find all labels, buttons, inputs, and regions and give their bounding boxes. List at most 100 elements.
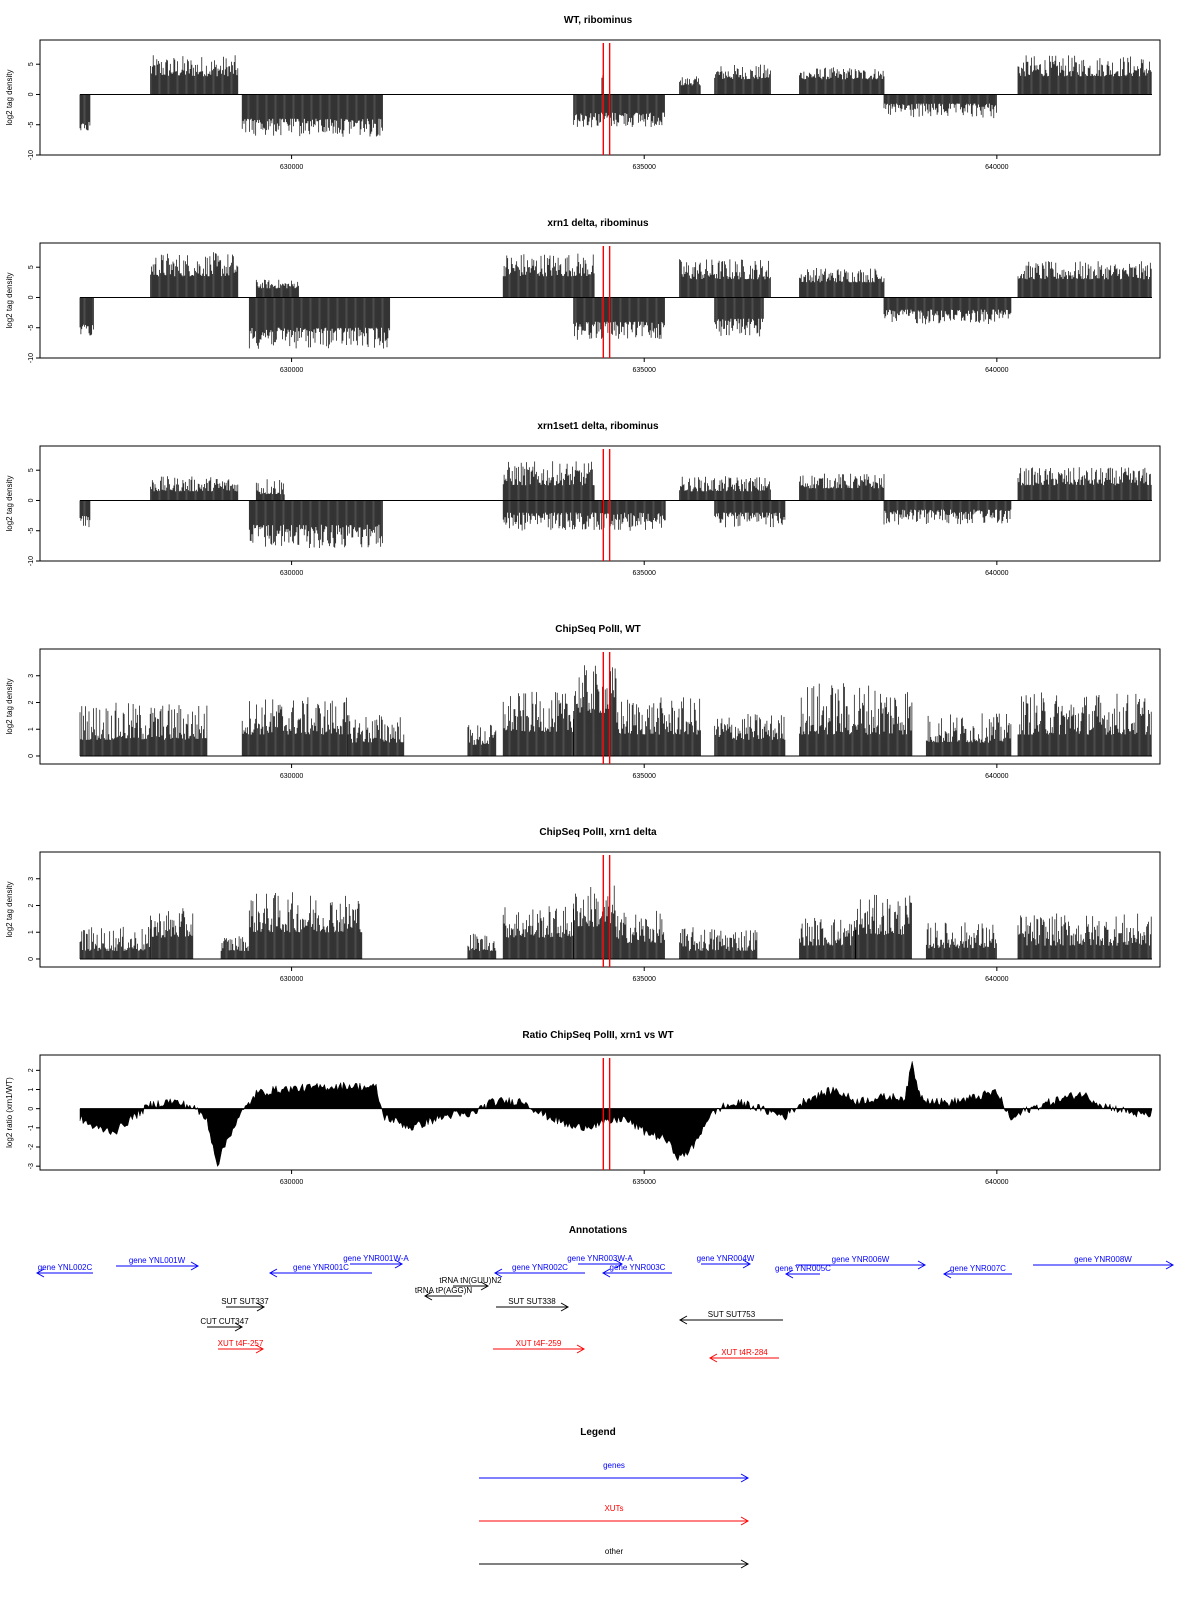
y-axis-label: log2 tag density: [5, 272, 14, 328]
y-tick-label: -5: [28, 325, 35, 331]
y-tick-label: 5: [28, 62, 35, 66]
density-bars: [79, 665, 1152, 756]
arrow-head: [560, 1302, 570, 1312]
y-tick-label: 5: [28, 468, 35, 472]
feature-trna-tp-agg-n: tRNA tP(AGG)N: [415, 1286, 473, 1301]
feature-trna-tn-guu-n2: tRNA tN(GUU)N2: [439, 1276, 502, 1291]
chart-panel-6: Ratio ChipSeq PolII, xrn1 vs WT log2 rati…: [5, 1030, 1161, 1186]
feature-label: tRNA tP(AGG)N: [415, 1286, 473, 1295]
y-tick-label: 3: [28, 674, 35, 678]
feature-label: gene YNR004W: [697, 1254, 755, 1263]
chart-panel-3: xrn1set1 delta, ribominus log2 tag densit…: [5, 421, 1161, 577]
arrow-head: [576, 1344, 586, 1354]
arrow-head: [740, 1516, 750, 1526]
chart-panel-4: ChipSeq PolII, WT log2 tag density 0 1 2 3 630…: [5, 624, 1161, 780]
arrow-head: [678, 1315, 688, 1325]
feature-label: XUT t4F-257: [218, 1339, 264, 1348]
arrow-head: [740, 1559, 750, 1569]
y-tick-label: 0: [28, 92, 35, 96]
feature-gene-ynl002c: gene YNL002C: [35, 1263, 93, 1278]
feature-sut-sut753: SUT SUT753: [678, 1310, 783, 1325]
arrow-head: [394, 1259, 404, 1269]
chart-panel-1: WT, ribominus log2 tag density -10 -5 0 5 6300…: [5, 15, 1161, 171]
y-tick-label: -2: [28, 1144, 35, 1150]
x-tick-label: 630000: [280, 367, 303, 374]
arrow-head: [942, 1269, 952, 1279]
y-tick-label: -10: [28, 556, 35, 566]
x-tick-label: 640000: [985, 570, 1008, 577]
x-tick-label: 630000: [280, 1179, 303, 1186]
annotations-title: Annotations: [569, 1225, 628, 1236]
y-tick-label: 2: [28, 903, 35, 907]
data-marks: [79, 55, 1152, 137]
y-tick-label: 0: [28, 295, 35, 299]
x-tick-label: 640000: [985, 367, 1008, 374]
x-tick-label: 640000: [985, 976, 1008, 983]
arrow-head: [601, 1268, 611, 1278]
arrow-head: [1165, 1260, 1175, 1270]
y-tick-label: 0: [28, 498, 35, 502]
feature-label: gene YNR002C: [512, 1263, 568, 1272]
legend-item-other: other: [479, 1547, 750, 1569]
y-tick-label: 2: [28, 1068, 35, 1072]
legend-label: genes: [603, 1461, 625, 1470]
feature-sut-sut337: SUT SUT337: [221, 1297, 269, 1312]
annotations-track: Annotations gene YNL002C gene YNL001W gene…: [35, 1225, 1175, 1363]
x-tick-label: 635000: [633, 164, 656, 171]
arrow-head: [256, 1302, 266, 1312]
feature-label: gene YNR006W: [832, 1255, 890, 1264]
legend-item-genes: genes: [479, 1461, 750, 1483]
arrow-head: [708, 1353, 718, 1363]
density-bars: [79, 55, 1152, 137]
chart-title: ChipSeq PolII, WT: [555, 624, 641, 635]
data-marks: [79, 1061, 1153, 1167]
y-tick-label: -1: [28, 1125, 35, 1131]
y-tick-label: 1: [28, 1087, 35, 1091]
feature-cut-cut347: CUT CUT347: [200, 1317, 249, 1332]
x-tick-label: 640000: [985, 773, 1008, 780]
feature-gene-ynr002c: gene YNR002C: [493, 1263, 585, 1278]
y-tick-label: -10: [28, 150, 35, 160]
density-bars: [79, 885, 1152, 959]
ratio-area: [79, 1061, 1153, 1167]
feature-label: tRNA tN(GUU)N2: [439, 1276, 502, 1285]
arrow-head: [190, 1261, 200, 1271]
y-axis-label: log2 tag density: [5, 69, 14, 125]
feature-label: gene YNR005C: [775, 1264, 831, 1273]
feature-gene-ynr008w: gene YNR008W: [1033, 1255, 1175, 1270]
arrow-head: [480, 1281, 490, 1291]
density-bars: [79, 461, 1152, 548]
feature-xut-t4f-259: XUT t4F-259: [493, 1339, 586, 1354]
feature-label: gene YNR007C: [950, 1264, 1006, 1273]
feature-label: gene YNL001W: [129, 1256, 186, 1265]
feature-gene-ynr006w: gene YNR006W: [796, 1255, 927, 1270]
x-tick-label: 635000: [633, 367, 656, 374]
arrow-head: [493, 1268, 503, 1278]
data-marks: [79, 461, 1152, 548]
arrow-head: [740, 1473, 750, 1483]
chart-title: xrn1 delta, ribominus: [547, 218, 649, 229]
feature-label: gene YNR003W-A: [567, 1254, 633, 1263]
feature-label: XUT t4F-259: [516, 1339, 562, 1348]
chart-title: ChipSeq PolII, xrn1 delta: [539, 827, 657, 838]
plot-frame: [39, 242, 1161, 359]
y-tick-label: 5: [28, 265, 35, 269]
arrow-head: [614, 1259, 624, 1269]
x-tick-label: 640000: [985, 1179, 1008, 1186]
y-tick-label: -5: [28, 122, 35, 128]
x-tick-label: 635000: [633, 1179, 656, 1186]
feature-label: CUT CUT347: [200, 1317, 249, 1326]
plot-frame: [39, 445, 1161, 562]
y-tick-label: 1: [28, 727, 35, 731]
y-tick-label: 0: [28, 754, 35, 758]
chart-title: Ratio ChipSeq PolII, xrn1 vs WT: [522, 1030, 673, 1041]
arrow-head: [742, 1259, 752, 1269]
chart-panel-2: xrn1 delta, ribominus log2 tag density -10…: [5, 218, 1161, 374]
x-tick-label: 635000: [633, 773, 656, 780]
y-tick-label: 3: [28, 877, 35, 881]
chart-title: WT, ribominus: [564, 15, 633, 26]
arrow-head: [35, 1268, 45, 1278]
y-axis-label: log2 tag density: [5, 678, 14, 734]
plot-frame: [39, 648, 1161, 765]
